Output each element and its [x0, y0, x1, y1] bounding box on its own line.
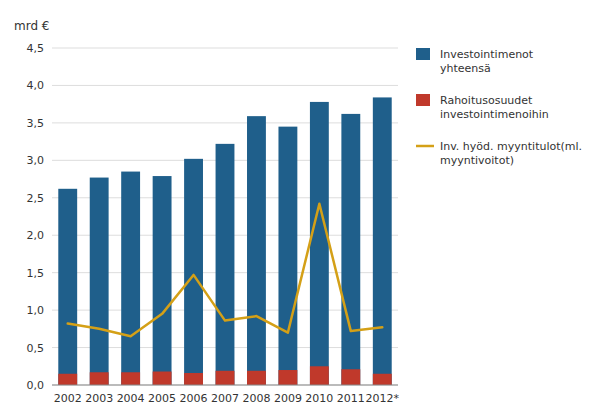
- bar: [153, 372, 172, 385]
- legend-swatch: [416, 94, 430, 106]
- y-tick-label: 2,0: [27, 229, 45, 242]
- bar: [121, 172, 140, 385]
- legend-label-line: Rahoitusosuudet: [440, 94, 533, 107]
- y-axis-label: mrd €: [14, 19, 49, 33]
- bar: [247, 371, 266, 385]
- x-axis: 20022003 20042005 200620072008 20092010 2011…: [52, 385, 400, 405]
- bar: [310, 102, 329, 385]
- y-tick-label: 1,0: [27, 304, 45, 317]
- bar: [373, 374, 392, 385]
- bar: [247, 116, 266, 385]
- y-tick-label: 3,0: [27, 154, 45, 167]
- bar: [58, 189, 77, 385]
- x-tick-label: 2012*: [366, 392, 400, 405]
- y-tick-label: 1,5: [27, 267, 45, 280]
- y-tick-label: 3,5: [27, 117, 45, 130]
- bar: [184, 159, 203, 385]
- x-tick-label: 2006: [180, 392, 208, 405]
- x-tick-label: 2003: [85, 392, 113, 405]
- legend-label-line: yhteensä: [440, 62, 491, 75]
- grid: [52, 48, 398, 385]
- bar: [58, 374, 77, 385]
- legend-swatch: [416, 48, 430, 60]
- bar: [184, 373, 203, 385]
- y-tick-label: 4,5: [27, 42, 45, 55]
- legend-label-line: investointimenoihin: [440, 108, 549, 121]
- x-tick-label: 2011: [337, 392, 365, 405]
- bar: [278, 370, 297, 385]
- legend-label-line: Investointimenot: [440, 48, 534, 61]
- y-axis: 0,0 0,5 1,0 1,5 2,0 2,5 3,0 3,5 4,0 4,5: [27, 42, 45, 392]
- bar-series: [58, 366, 391, 385]
- y-tick-label: 0,0: [27, 379, 45, 392]
- bar: [310, 366, 329, 385]
- x-tick-label: 2002: [54, 392, 82, 405]
- x-tick-label: 2010: [305, 392, 333, 405]
- bar: [90, 178, 109, 385]
- bar: [278, 127, 297, 385]
- x-axis-line: [52, 385, 398, 386]
- legend-label: Rahoitusosuudetinvestointimenoihin: [440, 94, 549, 121]
- x-tick-label: 2004: [117, 392, 145, 405]
- bar: [153, 176, 172, 385]
- bar: [341, 369, 360, 385]
- x-tick-label: 2008: [242, 392, 270, 405]
- grid-line: [52, 85, 398, 86]
- legend-label-line: Inv. hyöd. myyntitulot(ml.: [440, 140, 582, 153]
- legend-label-line: myyntivoitot): [440, 154, 514, 167]
- legend-swatch: [416, 145, 434, 148]
- x-tick-label: 2009: [274, 392, 302, 405]
- chart: 0,00,51,01,52,02,53,03,54,04,5mrd €20022…: [0, 0, 607, 418]
- line: [68, 204, 383, 337]
- bar-series: [58, 97, 391, 385]
- bar: [341, 114, 360, 385]
- bar: [216, 371, 235, 385]
- legend-label: Inv. hyöd. myyntitulot(ml.myyntivoitot): [440, 140, 582, 167]
- plot-area: [58, 97, 391, 385]
- grid-line: [52, 48, 398, 49]
- x-tick-label: 2005: [148, 392, 176, 405]
- y-tick-label: 0,5: [27, 342, 45, 355]
- grid-line: [52, 385, 398, 386]
- y-tick-label: 2,5: [27, 192, 45, 205]
- bar: [216, 144, 235, 385]
- bar: [373, 97, 392, 385]
- y-tick-label: 4,0: [27, 79, 45, 92]
- legend: Investointimenotyhteensä Rahoitusosuudeti…: [416, 48, 582, 167]
- x-tick-label: 2007: [211, 392, 239, 405]
- bar: [90, 372, 109, 385]
- legend-label: Investointimenotyhteensä: [440, 48, 534, 75]
- bar: [121, 372, 140, 385]
